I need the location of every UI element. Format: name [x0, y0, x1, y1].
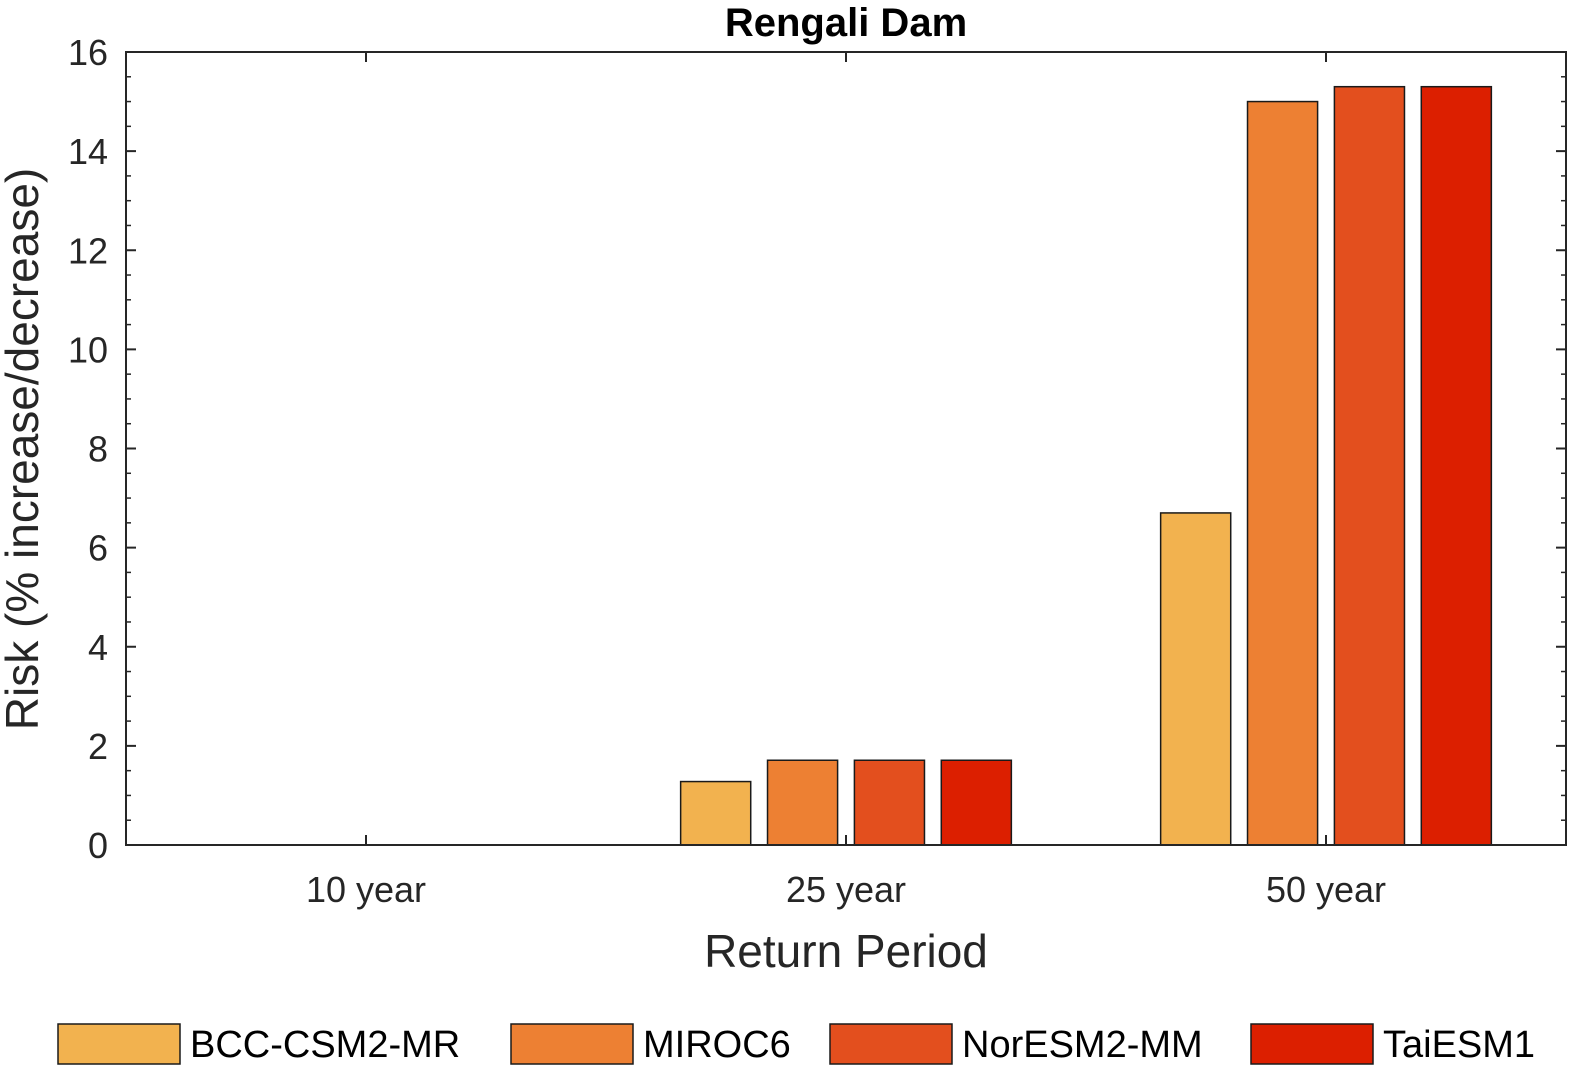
legend-swatch — [57, 1023, 181, 1065]
y-tick-label: 12 — [68, 230, 108, 271]
legend-item: TaiESM1 — [1250, 1023, 1535, 1066]
y-tick-label: 8 — [88, 429, 108, 470]
bar-noresm2-mm-25-year — [853, 759, 926, 846]
bar-miroc6-25-year — [766, 759, 839, 846]
legend-swatch — [1250, 1023, 1374, 1065]
bar-bcc-csm2-mr-50-year — [1159, 512, 1232, 846]
y-axis-title: Risk (% increase/decrease) — [0, 168, 48, 730]
y-tick-label: 16 — [68, 32, 108, 73]
y-tick-label: 14 — [68, 131, 108, 172]
legend-swatch — [510, 1023, 634, 1065]
bar-taiesm1-50-year — [1420, 85, 1493, 846]
chart-title: Rengali Dam — [725, 1, 967, 45]
x-tick-label: 50 year — [1266, 869, 1386, 910]
y-tick-labels: 0 2 4 6 8 10 12 14 16 — [68, 32, 108, 866]
bars-group — [679, 85, 1493, 846]
legend-swatch — [829, 1023, 953, 1065]
x-tick-label: 10 year — [306, 869, 426, 910]
legend-label: MIROC6 — [643, 1024, 791, 1066]
x-tick-label: 25 year — [786, 869, 906, 910]
y-tick-label: 0 — [88, 825, 108, 866]
legend: BCC-CSM2-MR MIROC6 NorESM2-MM TaiESM1 — [57, 1023, 1535, 1066]
ticks-group — [126, 51, 1566, 846]
y-tick-label: 6 — [88, 528, 108, 569]
y-tick-label: 10 — [68, 329, 108, 370]
legend-label: NorESM2-MM — [962, 1024, 1203, 1066]
y-tick-label: 4 — [88, 627, 108, 668]
bar-taiesm1-25-year — [940, 759, 1013, 846]
x-tick-labels: 10 year 25 year 50 year — [306, 869, 1386, 910]
x-axis-title: Return Period — [704, 925, 988, 977]
legend-label: TaiESM1 — [1383, 1024, 1535, 1066]
bar-miroc6-50-year — [1246, 100, 1319, 846]
bar-noresm2-mm-50-year — [1333, 85, 1406, 846]
legend-label: BCC-CSM2-MR — [190, 1024, 460, 1066]
legend-item: NorESM2-MM — [829, 1023, 1203, 1066]
bar-bcc-csm2-mr-25-year — [679, 780, 752, 846]
legend-item: BCC-CSM2-MR — [57, 1023, 460, 1066]
y-tick-label: 2 — [88, 726, 108, 767]
legend-item: MIROC6 — [510, 1023, 791, 1066]
